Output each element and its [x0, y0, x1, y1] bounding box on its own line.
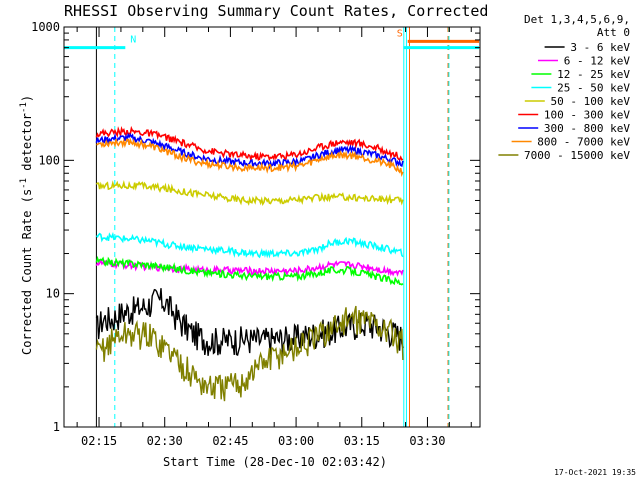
series-line [95, 231, 404, 259]
x-axis-label: Start Time (28-Dec-10 02:03:42) [163, 455, 387, 469]
x-tick-label: 03:15 [344, 434, 380, 448]
series-line [96, 137, 404, 177]
series-line [95, 255, 404, 286]
x-tick-label: 03:00 [278, 434, 314, 448]
timestamp: 17-Oct-2021 19:35 [554, 468, 636, 477]
plot-area: NS [63, 27, 479, 427]
series-line [95, 305, 404, 402]
state-bar-label: S [397, 28, 403, 39]
x-axis: 02:15 02:30 02:45 03:00 03:15 03:30 [76, 27, 472, 448]
y-tick-label: 100 [38, 153, 60, 167]
y-axis-label-part-1: Corrected Count Rate (s [20, 189, 34, 355]
x-tick-label: 02:30 [147, 434, 183, 448]
legend-entry: 100 - 300 keV [544, 109, 630, 122]
legend-entry: 12 - 25 keV [557, 68, 630, 81]
series-line [95, 132, 404, 170]
x-tick-label: 03:30 [409, 434, 445, 448]
legend-entry: 7000 - 15000 keV [524, 149, 630, 162]
y-axis-label-sup-2: -1 [19, 102, 29, 113]
y-tick-label: 10 [46, 287, 60, 301]
x-tick-label: 02:45 [212, 434, 248, 448]
y-axis-label: Corrected Count Rate (s-1 detector-1) [19, 95, 34, 355]
legend-entry: 800 - 7000 keV [537, 136, 630, 149]
plot-frame [63, 26, 481, 428]
legend-header-line-2: Att 0 [597, 26, 630, 39]
legend-entry: 300 - 800 keV [544, 122, 630, 135]
y-tick-label: 1000 [31, 20, 60, 34]
y-axis-label-part-2: detector [20, 113, 34, 178]
state-bar-label: N [130, 35, 136, 46]
legend-entry: 25 - 50 keV [557, 82, 630, 95]
series-line [95, 179, 404, 207]
y-axis-label-sup-1: -1 [19, 178, 29, 189]
x-tick-label: 02:15 [81, 434, 117, 448]
legend-entry: 3 - 6 keV [570, 41, 630, 54]
legend-entry: 50 - 100 keV [551, 95, 631, 108]
y-axis: 1 10 100 1000 [31, 20, 480, 434]
legend-header-line-1: Det 1,3,4,5,6,9, [524, 13, 630, 26]
chart-title: RHESSI Observing Summary Count Rates, Co… [64, 2, 488, 20]
series-line [95, 125, 404, 163]
legend-entry: 6 - 12 keV [564, 55, 631, 68]
y-tick-label: 1 [53, 420, 60, 434]
y-axis-label-part-3: ) [20, 95, 34, 102]
